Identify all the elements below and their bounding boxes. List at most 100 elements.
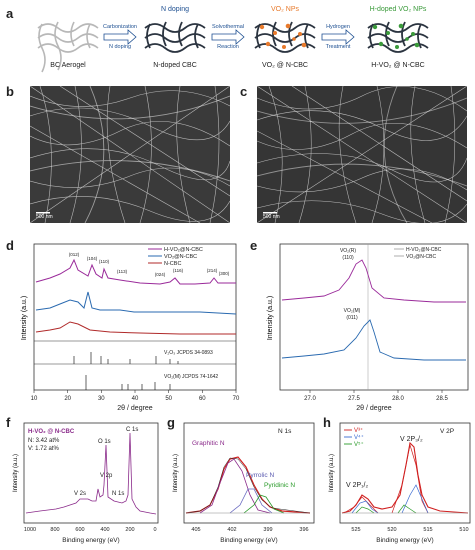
stage-label-vo2: VO₂ @ N-CBC <box>262 62 308 69</box>
ref1-label: V₂O₃ JCPDS 34-0893 <box>164 350 213 356</box>
ann-top-1: VO₂(R) <box>340 248 356 254</box>
xlabel-d: 2θ / degree <box>117 405 153 412</box>
sem-fibers-c <box>257 86 467 223</box>
xtick-f-3: 400 <box>100 527 109 533</box>
xtick-h-0: 525 <box>351 527 360 533</box>
xtick-f-0: 1000 <box>24 527 36 533</box>
xtick-f-5: 0 <box>153 527 156 533</box>
peak-c1s: C 1s <box>126 427 138 433</box>
xps-survey-f: H-VO₂ @ N-CBC N: 3.42 at% V: 1.72 at% O … <box>13 422 159 544</box>
xlabel-f: Binding energy (eV) <box>62 537 119 544</box>
stage-label-bc: BC Aerogel <box>50 62 86 69</box>
legend-d-1: VO₂@N-CBC <box>164 254 197 260</box>
sem-fibers-b <box>30 86 230 223</box>
ylabel-h: Intensity (a.u.) <box>329 454 335 492</box>
legend-h-v5: V⁵⁺ <box>354 441 364 448</box>
ref2-label: VO₂(M) JCPDS 74-1642 <box>164 374 218 380</box>
label-2p12: V 2P₁/₂ <box>346 482 368 489</box>
g-title: N 1s <box>278 428 292 435</box>
arrow3-top: Hydrogen <box>326 24 350 30</box>
xps-f-n: N: 3.42 at% <box>28 438 60 444</box>
ylabel-f: Intensity (a.u.) <box>13 454 19 492</box>
ylabel-g: Intensity (a.u.) <box>173 454 179 492</box>
xtick-e-0: 27.0 <box>304 396 316 402</box>
sem-image-b: 500 nm <box>30 86 230 223</box>
peak-300: (300) <box>219 271 230 276</box>
schematic-figure <box>37 21 429 73</box>
xtick-g-0: 405 <box>191 527 200 533</box>
xtick-h-1: 520 <box>387 527 396 533</box>
h-vo2-nanoparticles <box>372 23 420 49</box>
xrd-e-curve-h-vo2 <box>281 259 466 303</box>
peak-024: (024) <box>155 272 166 277</box>
ann-top-2: (110) <box>342 255 354 261</box>
xps-survey-curve <box>25 432 157 515</box>
xtick-h-3: 510 <box>459 527 468 533</box>
pyridinic-n-peak <box>243 494 285 514</box>
panel-d-letter: d <box>6 238 14 253</box>
v5-32-peak <box>397 504 417 514</box>
vo2-nanoparticles <box>259 23 307 49</box>
xtick-d-1: 20 <box>64 396 71 402</box>
xtick-g-2: 399 <box>263 527 272 533</box>
top-label-vo2-nps: VO₂ NPs <box>271 6 299 13</box>
xtick-e-2: 28.0 <box>392 396 404 402</box>
xtick-d-2: 30 <box>98 396 105 402</box>
panel-h-letter: h <box>323 415 331 430</box>
v4-12-peak <box>351 500 379 514</box>
bc-aerogel-mesh <box>37 21 99 73</box>
sem-image-c: 500 nm <box>257 86 467 223</box>
xtick-g-1: 402 <box>227 527 236 533</box>
legend-h-v3: V³⁺ <box>354 427 363 434</box>
legend-e-0: H-VO₂@N-CBC <box>406 247 442 253</box>
xrd-chart-e: VO₂(R) (110) VO₂(M) (011) H-VO₂@N-CBC VO… <box>267 243 469 412</box>
peak-v2p: V 2p <box>100 473 113 479</box>
legend-e-1: VO₂@N-CBC <box>406 254 436 260</box>
h-title: V 2P <box>440 428 454 435</box>
peak-v2s: V 2s <box>74 491 86 497</box>
legend-d-2: N-CBC <box>164 261 181 267</box>
n1s-raw <box>185 457 311 514</box>
scale-label-c: 500 nm <box>263 214 280 220</box>
label-graphitic: Graphitic N <box>192 440 225 447</box>
peak-n1s: N 1s <box>112 491 124 497</box>
xrd-curve-ncbc <box>35 321 236 335</box>
xps-f-v: V: 1.72 at% <box>28 446 59 452</box>
arrow2-top: Solvothermal <box>211 24 245 30</box>
v5-12-peak <box>355 506 375 514</box>
vo2-ncbc-mesh <box>254 21 316 53</box>
v4-32-peak <box>401 484 429 514</box>
legend-h-v4: V⁴⁺ <box>354 434 364 441</box>
arrow1-bottom: N doping <box>108 44 132 50</box>
arrow3-bottom: Treatment <box>325 44 351 50</box>
ref-sticks-v2o3 <box>73 352 179 364</box>
xlabel-e: 2θ / degree <box>356 405 392 412</box>
arrow2-bottom: Reaction <box>217 44 239 50</box>
v3-12-peak <box>343 496 379 514</box>
xtick-d-5: 60 <box>199 396 206 402</box>
xrd-chart-d: 10 20 30 40 50 60 70 2θ / degree Intensi… <box>21 243 240 412</box>
xrd-curve-vo2 <box>35 291 237 315</box>
peak-012: (012) <box>69 252 80 257</box>
xps-v2p-h: V 2P V³⁺ V⁴⁺ V⁵⁺ V 2P₁/₂ V 2P₃/₂ 525 520… <box>329 422 471 544</box>
arrow1-top: Carbonization <box>103 24 137 30</box>
peak-110: (110) <box>99 259 110 264</box>
ref-sticks-vo2m <box>85 375 171 390</box>
peak-o1s: O 1s <box>98 439 111 445</box>
xps-n1s-g: N 1s Graphitic N Pyrrolic N Pyridinic N … <box>173 422 315 544</box>
legend-d-0: H-VO₂@N-CBC <box>164 247 203 253</box>
label-pyrrolic: Pyrrolic N <box>246 472 274 479</box>
ann-bot-2: (011) <box>346 315 358 321</box>
panel-b-letter: b <box>6 84 14 99</box>
xtick-h-2: 515 <box>423 527 432 533</box>
xtick-g-3: 396 <box>299 527 308 533</box>
xtick-d-3: 40 <box>132 396 139 402</box>
xtick-d-0: 10 <box>31 396 38 402</box>
stage-label-hvo2: H-VO₂ @ N-CBC <box>371 62 425 69</box>
label-2p32: V 2P₃/₂ <box>400 436 423 443</box>
ann-bot-1: VO₂(M) <box>344 308 361 314</box>
peak-113: (113) <box>117 269 128 274</box>
panel-g-letter: g <box>167 415 175 430</box>
peak-214: (214) <box>207 268 218 273</box>
panel-c-letter: c <box>240 84 248 99</box>
